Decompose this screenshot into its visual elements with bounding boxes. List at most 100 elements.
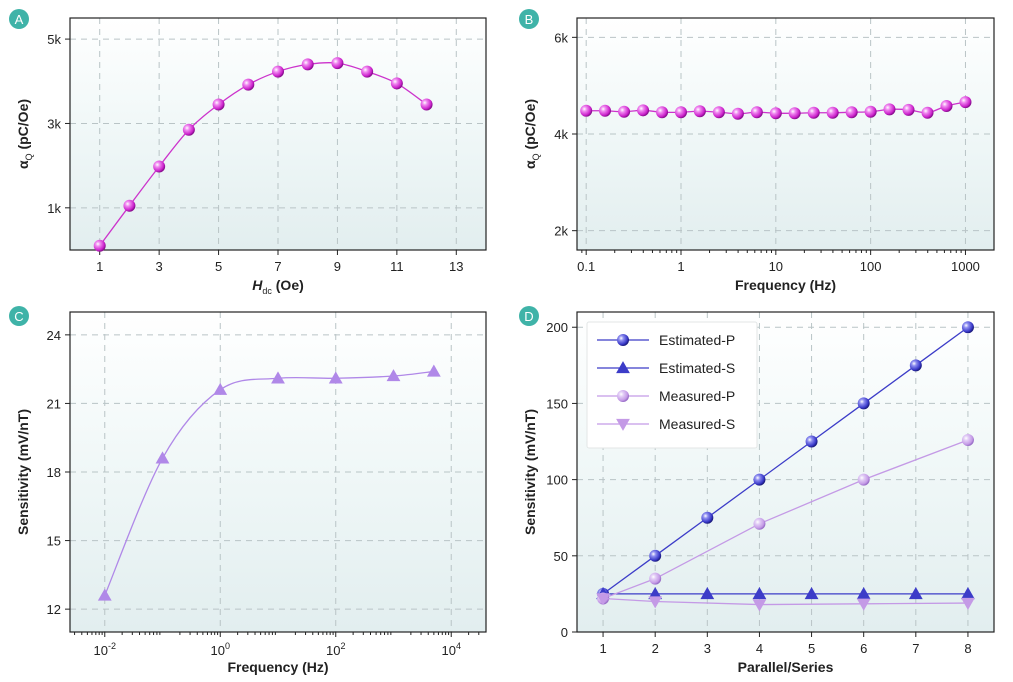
data-point — [883, 103, 896, 116]
data-point — [420, 98, 433, 111]
y-tick-label: 1k — [47, 201, 61, 216]
x-tick-label: 10-2 — [94, 641, 116, 658]
legend-label: Measured-S — [659, 416, 735, 432]
data-point — [856, 598, 871, 611]
x-tick-label: 5 — [808, 641, 815, 656]
data-point — [649, 572, 662, 585]
x-tick-label: 7 — [912, 641, 919, 656]
data-point — [753, 473, 766, 486]
data-point — [182, 123, 195, 136]
y-tick-label: 6k — [554, 30, 568, 45]
data-point — [153, 160, 166, 173]
x-axis-title: Frequency (Hz) — [227, 659, 328, 675]
data-point — [618, 105, 631, 118]
data-point — [212, 98, 225, 111]
data-point — [805, 435, 818, 448]
y-tick-label: 150 — [546, 396, 568, 411]
y-axis-title: αQ (pC/Oe) — [15, 99, 34, 169]
ticks — [572, 36, 966, 255]
x-tick-label: 1 — [599, 641, 606, 656]
x-tick-label: 100 — [211, 641, 230, 658]
grid — [70, 18, 486, 250]
data-point — [271, 371, 285, 384]
x-tick-label: 102 — [326, 641, 345, 658]
panel-letter-badge — [9, 306, 29, 326]
series-1 — [580, 96, 972, 120]
data-point — [856, 587, 871, 600]
panel-letter: A — [15, 12, 24, 27]
data-point — [328, 371, 343, 384]
y-axis-title: αQ (pC/Oe) — [522, 99, 541, 169]
panel-letter: D — [524, 309, 533, 324]
data-point — [648, 587, 663, 600]
x-tick-label: 3 — [156, 259, 163, 274]
y-axis-title: Sensitivity (mV/nT) — [15, 409, 31, 535]
data-point — [909, 359, 922, 372]
x-tick-label: 1000 — [951, 259, 980, 274]
y-tick-label: 18 — [47, 465, 61, 480]
x-tick-label: 4 — [756, 641, 763, 656]
data-point — [97, 588, 112, 601]
x-tick-label: 5 — [215, 259, 222, 274]
data-point — [712, 106, 725, 119]
ticks — [65, 334, 480, 637]
data-point — [599, 104, 612, 117]
data-point — [908, 587, 923, 600]
data-point — [700, 587, 715, 600]
y-tick-label: 12 — [47, 602, 61, 617]
data-point — [961, 597, 975, 610]
x-tick-label: 3 — [704, 641, 711, 656]
data-point — [961, 434, 974, 446]
data-point — [637, 104, 650, 117]
x-tick-label-exponent: -2 — [108, 641, 116, 651]
series-line — [602, 326, 969, 595]
x-tick-label: 1 — [96, 259, 103, 274]
panel-d: 1 2 3 4 5 6 7 8 0 50 100 150 200 Parallel/Series Sensi… — [519, 306, 995, 675]
y-tick-label: 100 — [546, 473, 568, 488]
x-tick-label: 10 — [769, 259, 783, 274]
x-tick-label-base: 10 — [211, 643, 225, 658]
x-tick-label-base: 10 — [441, 643, 455, 658]
legend-marker — [616, 418, 630, 431]
data-point — [961, 321, 974, 334]
x-tick-label: 7 — [274, 259, 281, 274]
data-point — [807, 106, 820, 119]
data-point — [361, 65, 374, 78]
series-1 — [93, 57, 433, 252]
panel-letter: C — [14, 309, 23, 324]
legend-label: Estimated-P — [659, 332, 735, 348]
data-point — [580, 104, 593, 117]
data-point — [649, 549, 662, 562]
x-tick-label-base: 10 — [326, 643, 340, 658]
data-point — [675, 106, 688, 119]
legend-marker — [616, 361, 630, 374]
data-point — [272, 65, 284, 78]
x-tick-label: 13 — [449, 259, 463, 274]
data-point — [731, 107, 744, 120]
data-point — [693, 105, 706, 118]
legend-label: Measured-P — [659, 388, 735, 404]
x-tick-label: 9 — [334, 259, 341, 274]
grid — [577, 18, 994, 250]
data-point — [386, 369, 401, 382]
data-point — [961, 587, 975, 600]
data-point — [426, 364, 441, 377]
y-tick-label: 24 — [47, 328, 61, 343]
ticks — [572, 326, 969, 637]
legend-item: Estimated-P — [597, 332, 735, 348]
legend: Estimated-P Estimated-S Measured-P Measured… — [586, 321, 758, 449]
data-point — [826, 106, 839, 119]
data-point — [648, 596, 663, 609]
y-tick-label: 200 — [546, 320, 568, 335]
y-tick-label: 50 — [554, 549, 568, 564]
panel-letter-badge — [519, 9, 539, 29]
data-point — [123, 199, 136, 212]
data-point — [769, 107, 782, 120]
x-tick-label-exponent: 0 — [225, 641, 230, 651]
x-tick-label: 2 — [652, 641, 659, 656]
x-tick-label: 104 — [441, 641, 460, 658]
plot-frame — [576, 311, 995, 633]
data-point — [390, 77, 403, 90]
data-point — [752, 587, 767, 600]
